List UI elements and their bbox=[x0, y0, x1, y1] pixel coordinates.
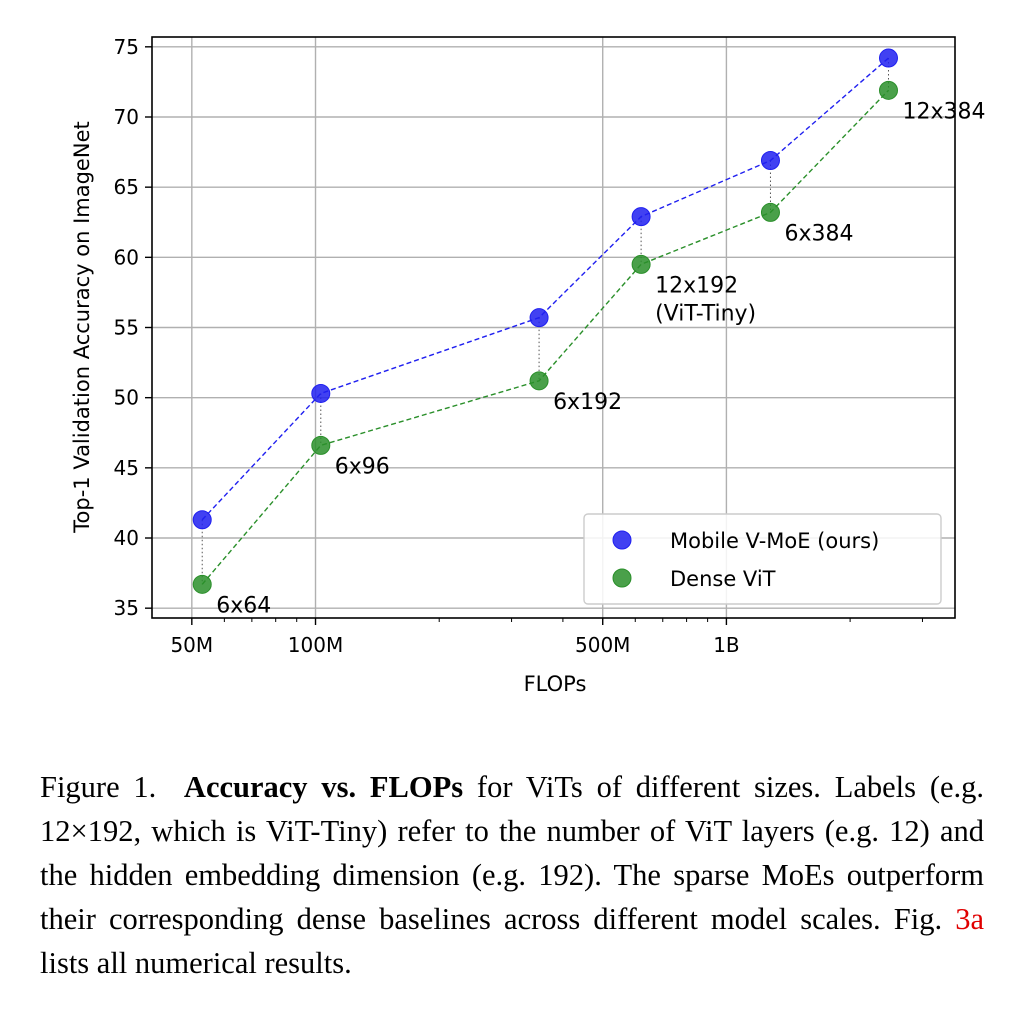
y-axis-label: Top-1 Validation Accuracy on ImageNet bbox=[70, 121, 94, 533]
data-point-series0-3 bbox=[631, 207, 651, 227]
data-point-series0-5 bbox=[878, 48, 898, 68]
x-tick-label-50M: 50M bbox=[170, 633, 213, 657]
data-point-series0-0 bbox=[192, 510, 212, 530]
x-tick-label-100M: 100M bbox=[288, 633, 343, 657]
x-tick-label-1B: 1B bbox=[713, 633, 739, 657]
axis-ticks: 35 40 45 50 55 60 65 70 75 50M 100M 500M 1B bbox=[114, 35, 923, 657]
y-tick-label-40: 40 bbox=[114, 526, 139, 550]
data-point-series0-4 bbox=[760, 150, 780, 170]
legend-box bbox=[583, 513, 942, 605]
accuracy-vs-flops-chart: 35 40 45 50 55 60 65 70 75 50M 100M 500M 1B 6x64 6x96… bbox=[70, 35, 986, 696]
caption-end: lists all numerical results. bbox=[40, 946, 352, 980]
figure-reference-link[interactable]: 3a bbox=[955, 902, 984, 936]
data-point-series0-2 bbox=[529, 308, 549, 328]
figure-caption: Figure 1. Accuracy vs. FLOPs for ViTs of… bbox=[40, 765, 984, 985]
legend-marker-1 bbox=[612, 568, 632, 588]
data-series bbox=[192, 48, 898, 594]
data-point-series1-0 bbox=[192, 574, 212, 594]
legend-label-0: Mobile V-MoE (ours) bbox=[670, 529, 879, 553]
data-point-series1-1 bbox=[311, 435, 331, 455]
y-tick-label-55: 55 bbox=[114, 316, 139, 340]
x-axis-label: FLOPs bbox=[524, 672, 587, 696]
series-line-0 bbox=[201, 57, 889, 521]
data-point-series1-4 bbox=[760, 202, 780, 222]
legend-label-1: Dense ViT bbox=[670, 567, 776, 591]
caption-body: for ViTs of different sizes. Labels (e.g… bbox=[40, 770, 985, 936]
y-tick-label-65: 65 bbox=[114, 175, 139, 199]
legend: Mobile V-MoE (ours) Dense ViT bbox=[583, 513, 942, 605]
series-line-1 bbox=[201, 89, 889, 585]
data-point-series1-3 bbox=[631, 254, 651, 274]
caption-label: Figure 1. bbox=[40, 770, 157, 804]
caption-bold-title: Accuracy vs. FLOPs bbox=[183, 770, 464, 804]
point-annotation-5: 6x384 bbox=[784, 221, 853, 246]
point-annotation-6: 12x384 bbox=[902, 99, 985, 124]
y-tick-label-70: 70 bbox=[114, 105, 139, 129]
y-tick-label-35: 35 bbox=[114, 596, 139, 620]
x-tick-label-500M: 500M bbox=[575, 633, 630, 657]
point-annotations: 6x64 6x96 6x192 12x192 (ViT-Tiny) 6x384 12x384 bbox=[216, 99, 985, 618]
y-tick-label-50: 50 bbox=[114, 386, 139, 410]
y-tick-label-75: 75 bbox=[114, 35, 139, 59]
point-annotation-2: 6x192 bbox=[553, 390, 622, 415]
data-point-series0-1 bbox=[311, 383, 331, 403]
data-point-series1-2 bbox=[529, 371, 549, 391]
point-annotation-0: 6x64 bbox=[216, 593, 271, 618]
plot-frame bbox=[151, 36, 956, 619]
point-annotation-1: 6x96 bbox=[335, 454, 390, 479]
data-point-series1-5 bbox=[878, 80, 898, 100]
legend-marker-0 bbox=[612, 530, 632, 550]
y-tick-label-60: 60 bbox=[114, 245, 139, 269]
point-annotation-3: 12x192 bbox=[655, 273, 738, 298]
point-annotation-4: (ViT-Tiny) bbox=[655, 301, 756, 326]
y-tick-label-45: 45 bbox=[114, 456, 139, 480]
